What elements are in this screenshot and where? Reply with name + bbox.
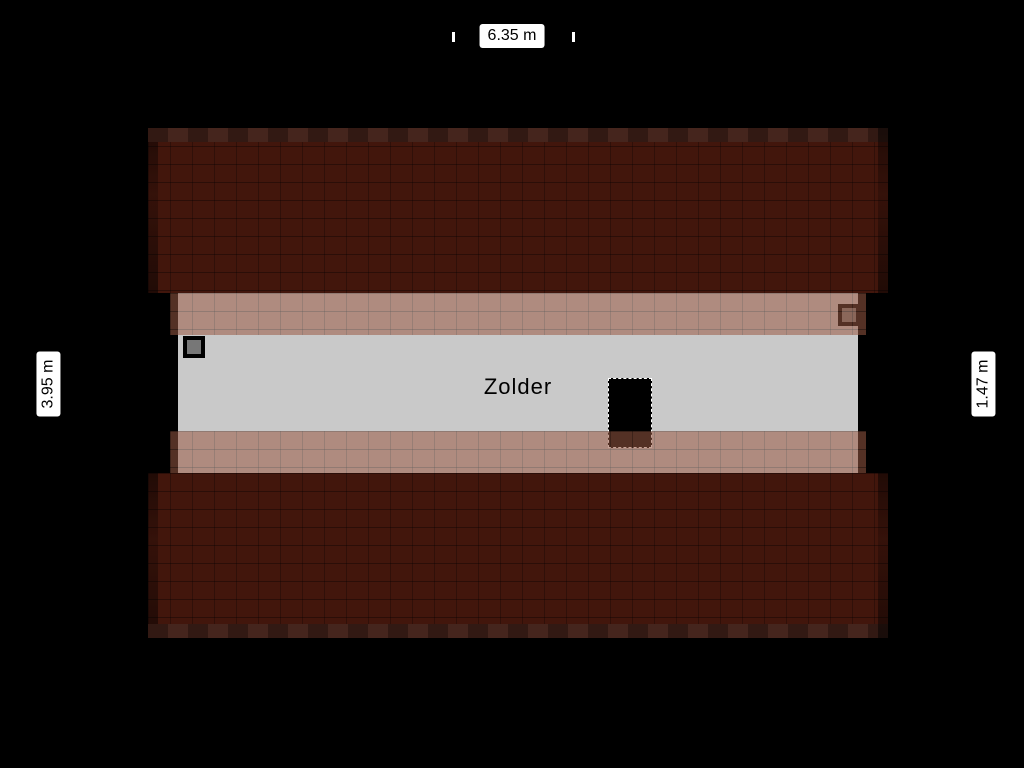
plan-area: Zolder [148, 128, 888, 638]
roof-overhang-top [170, 293, 866, 335]
dimension-right: 1.47 m [972, 352, 996, 417]
roof-top [148, 128, 888, 293]
dim-tick [572, 32, 575, 42]
chimney-left [183, 336, 205, 358]
roof-ridge [148, 128, 888, 142]
dimension-left: 3.95 m [36, 352, 60, 417]
roof-bottom [148, 473, 888, 638]
room-label: Zolder [484, 374, 552, 400]
roof-eave [148, 624, 888, 638]
dimension-top: 6.35 m [480, 24, 545, 48]
floorplan-canvas: 6.35 m 3.95 m 1.47 m Zolder [0, 0, 1024, 768]
dim-tick [452, 32, 455, 42]
roof-overhang-bottom [170, 431, 866, 473]
